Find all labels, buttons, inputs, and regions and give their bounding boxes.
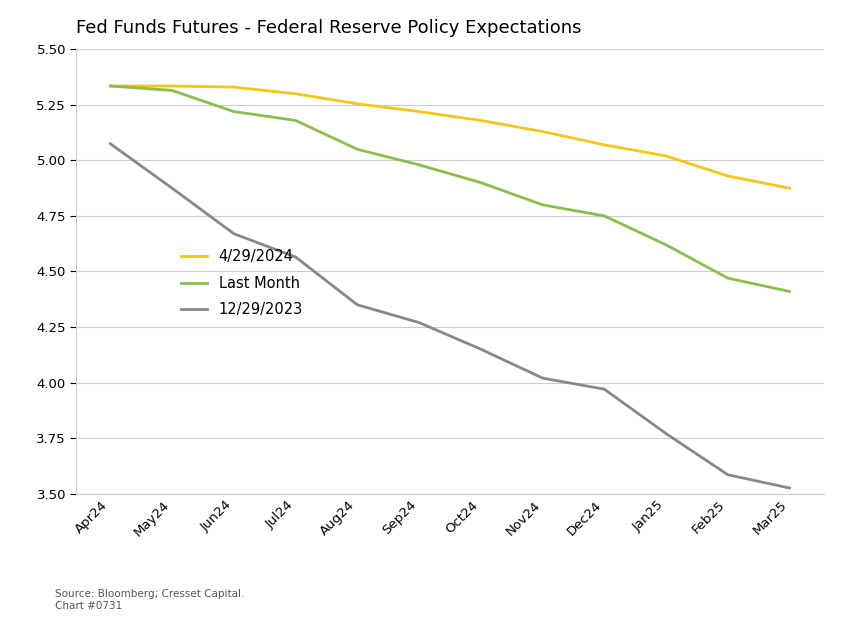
- 4/29/2024: [167, 82, 177, 89]
- Legend: 4/29/2024, Last Month, 12/29/2023: 4/29/2024, Last Month, 12/29/2023: [181, 249, 303, 318]
- 4/29/2024: [352, 100, 363, 107]
- 4/29/2024: [290, 90, 301, 97]
- 12/29/2023: [537, 375, 548, 382]
- 12/29/2023: [414, 319, 424, 326]
- Last Month: [352, 146, 363, 153]
- 4/29/2024: [599, 141, 610, 149]
- 4/29/2024: [475, 117, 486, 124]
- Last Month: [105, 82, 115, 89]
- Last Month: [167, 87, 177, 94]
- Last Month: [599, 212, 610, 220]
- 12/29/2023: [784, 484, 795, 492]
- 4/29/2024: [537, 128, 548, 135]
- Last Month: [414, 161, 424, 168]
- 4/29/2024: [228, 83, 239, 91]
- Line: 12/29/2023: 12/29/2023: [110, 144, 790, 488]
- Text: Source: Bloomberg; Cresset Capital.
Chart #0731: Source: Bloomberg; Cresset Capital. Char…: [55, 589, 245, 611]
- 4/29/2024: [722, 172, 733, 180]
- 4/29/2024: [661, 152, 672, 160]
- Last Month: [228, 108, 239, 115]
- 4/29/2024: [105, 82, 115, 89]
- 12/29/2023: [722, 471, 733, 478]
- Last Month: [661, 241, 672, 249]
- 12/29/2023: [105, 140, 115, 147]
- 12/29/2023: [352, 301, 363, 308]
- 12/29/2023: [661, 430, 672, 437]
- 12/29/2023: [167, 184, 177, 192]
- 12/29/2023: [599, 386, 610, 393]
- 12/29/2023: [228, 230, 239, 238]
- Last Month: [784, 288, 795, 295]
- Text: Fed Funds Futures - Federal Reserve Policy Expectations: Fed Funds Futures - Federal Reserve Poli…: [76, 19, 582, 36]
- Last Month: [475, 179, 486, 186]
- 12/29/2023: [290, 254, 301, 261]
- Line: Last Month: Last Month: [110, 86, 790, 291]
- 4/29/2024: [784, 184, 795, 192]
- Last Month: [722, 275, 733, 282]
- 12/29/2023: [475, 346, 486, 353]
- Last Month: [290, 117, 301, 124]
- 4/29/2024: [414, 108, 424, 115]
- Last Month: [537, 201, 548, 209]
- Line: 4/29/2024: 4/29/2024: [110, 86, 790, 188]
